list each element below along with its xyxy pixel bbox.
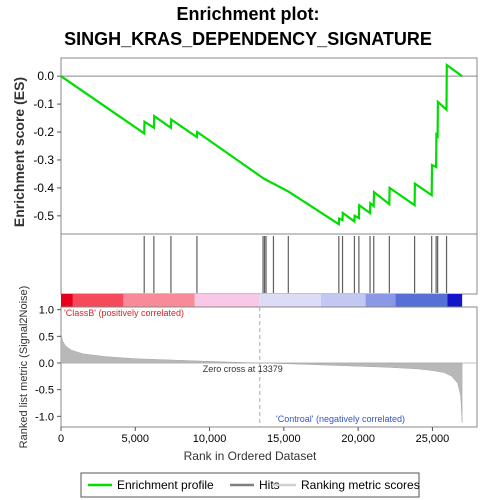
colorbar-segment xyxy=(259,294,321,307)
colorbar-segment xyxy=(72,294,124,307)
legend-label-enrichment: Enrichment profile xyxy=(117,478,214,492)
es-panel: 0.0 -0.1 -0.2 -0.3 -0.4 -0.5 Enrichment score… xyxy=(11,57,478,235)
colorbar-segment xyxy=(123,294,195,307)
hits-panel-frame xyxy=(60,233,478,295)
colorbar-segment xyxy=(365,294,396,307)
es-y-tick-label: -0.5 xyxy=(33,209,54,223)
metric-x-tick-label: 20,000 xyxy=(341,433,375,445)
metric-x-tick-label: 25,000 xyxy=(416,433,450,445)
colorbar-segment xyxy=(61,294,73,307)
es-y-tick-label: -0.2 xyxy=(33,125,54,139)
es-panel-frame xyxy=(60,57,478,235)
metric-area xyxy=(60,332,463,423)
es-y-tick-label: -0.1 xyxy=(33,97,54,111)
colorbar-segment xyxy=(447,294,463,307)
colorbar-segment xyxy=(194,294,260,307)
colorbar-segment xyxy=(321,294,366,307)
es-y-tick-label: -0.4 xyxy=(33,181,54,195)
es-y-axis-label: Enrichment score (ES) xyxy=(11,77,27,227)
metric-y-axis-label: Ranked list metric (Signal2Noise) xyxy=(18,286,30,449)
legend-label-hits: Hits xyxy=(259,478,280,492)
metric-x-ticks: 0 5,000 10,000 15,000 20,000 25,000 xyxy=(58,427,449,445)
ranking-colorbar xyxy=(61,294,463,307)
metric-panel: Zero cross at 13379 'ClassB' (positively… xyxy=(18,286,478,463)
es-y-ticks: 0.0 -0.1 -0.2 -0.3 -0.4 -0.5 xyxy=(33,69,61,223)
metric-y-tick-label: 0.5 xyxy=(39,331,54,343)
classb-label: 'ClassB' (positively correlated) xyxy=(64,308,184,318)
metric-x-tick-label: 0 xyxy=(58,433,64,445)
metric-y-tick-label: -0.5 xyxy=(35,385,54,397)
metric-y-tick-label: 0.0 xyxy=(39,358,54,370)
hits-marks xyxy=(143,236,448,293)
legend-label-ranking: Ranking metric scores xyxy=(301,478,420,492)
chart-title-line1: Enrichment plot: xyxy=(177,4,320,24)
legend: Enrichment profile Hits Ranking metric s… xyxy=(80,472,420,498)
zero-cross-label: Zero cross at 13379 xyxy=(203,364,283,374)
metric-y-tick-label: -1.0 xyxy=(35,411,54,423)
colorbar-segment xyxy=(395,294,448,307)
chart-title-line2: SINGH_KRAS_DEPENDENCY_SIGNATURE xyxy=(64,29,432,49)
control-label: 'Controal' (negatively correlated) xyxy=(276,414,405,424)
metric-x-tick-label: 10,000 xyxy=(193,433,227,445)
metric-y-tick-label: 1.0 xyxy=(39,305,54,317)
es-y-tick-label: -0.3 xyxy=(33,153,54,167)
metric-x-tick-label: 5,000 xyxy=(122,433,150,445)
es-y-tick-label: 0.0 xyxy=(37,69,54,83)
metric-x-tick-label: 15,000 xyxy=(267,433,301,445)
es-profile-line xyxy=(60,62,463,227)
hits-panel xyxy=(60,233,478,295)
metric-y-ticks: 1.0 0.5 0.0 -0.5 -1.0 xyxy=(35,305,61,423)
metric-x-axis-label: Rank in Ordered Dataset xyxy=(184,449,317,463)
